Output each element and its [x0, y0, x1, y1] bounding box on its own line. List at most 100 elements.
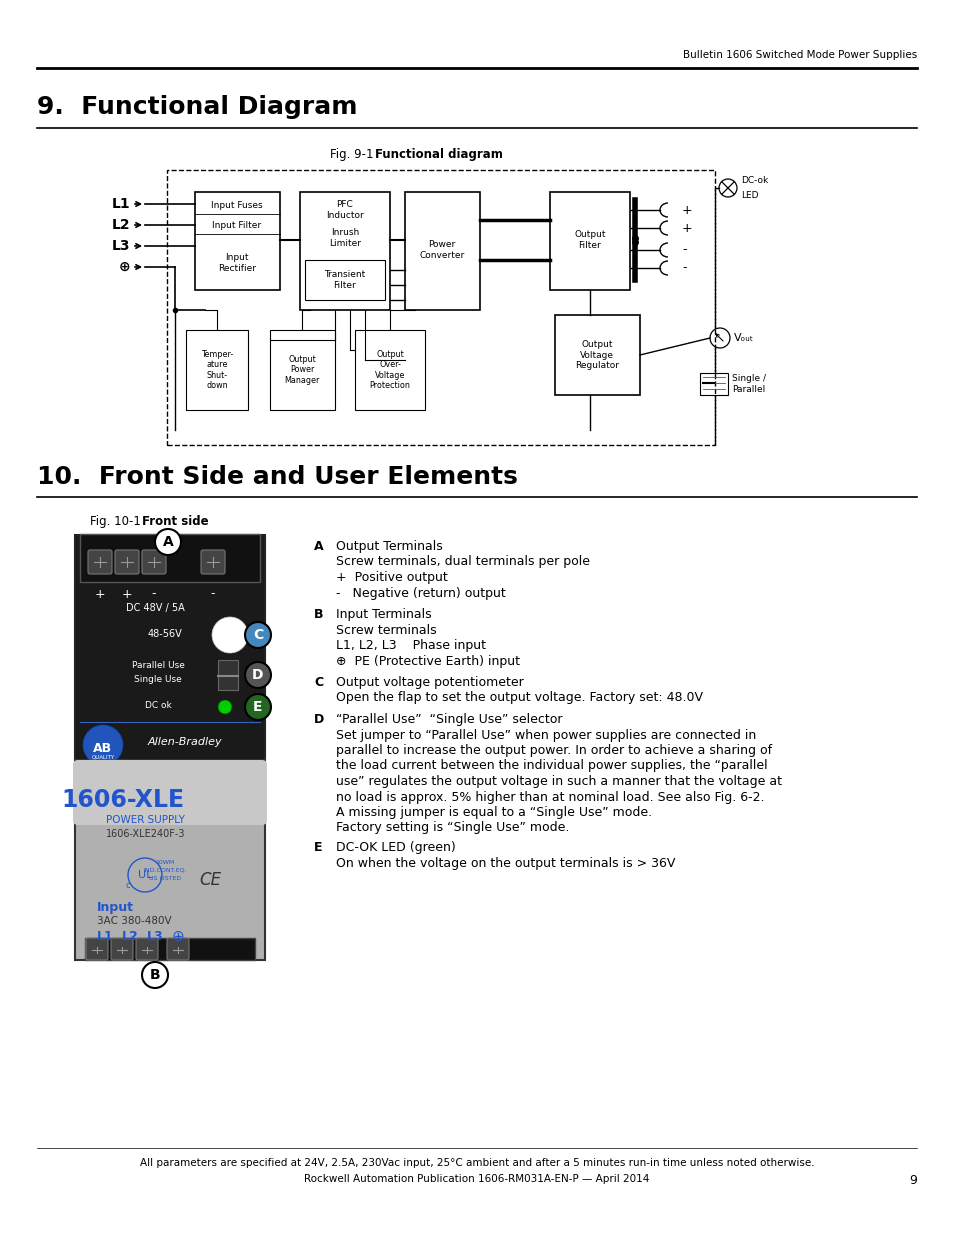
Text: B: B: [150, 968, 160, 982]
Text: parallel to increase the output power. In order to achieve a sharing of: parallel to increase the output power. I…: [335, 743, 771, 757]
Text: 3AC 380-480V: 3AC 380-480V: [97, 916, 172, 926]
Text: L3: L3: [147, 930, 164, 942]
Text: +: +: [94, 588, 105, 600]
Text: 1606-XLE: 1606-XLE: [62, 788, 185, 811]
Text: DC-OK LED (green): DC-OK LED (green): [335, 841, 456, 853]
Text: POWER SUPPLY: POWER SUPPLY: [106, 815, 185, 825]
Text: Fig. 9-1: Fig. 9-1: [330, 148, 380, 161]
Text: -: -: [152, 588, 156, 600]
Text: Single Use: Single Use: [134, 676, 182, 684]
Text: ⊕: ⊕: [118, 261, 130, 274]
Text: Vₒᵤₜ: Vₒᵤₜ: [733, 333, 753, 343]
Text: Parallel Use: Parallel Use: [132, 662, 184, 671]
Bar: [550, 191, 629, 290]
Text: +  Positive output: + Positive output: [335, 571, 447, 584]
Text: DC ok: DC ok: [145, 701, 172, 710]
Text: Screw terminals: Screw terminals: [335, 624, 436, 636]
Text: L1: L1: [112, 198, 130, 211]
Text: Inrush
Limiter: Inrush Limiter: [329, 228, 360, 248]
Text: 10WM: 10WM: [155, 860, 174, 864]
Circle shape: [719, 179, 737, 198]
FancyBboxPatch shape: [111, 939, 132, 960]
Text: Allen-Bradley: Allen-Bradley: [148, 737, 222, 747]
Text: Input Filter: Input Filter: [213, 221, 261, 230]
Text: Input Terminals: Input Terminals: [335, 608, 431, 621]
Text: 1606-XLE240F-3: 1606-XLE240F-3: [106, 829, 185, 839]
Text: A: A: [314, 540, 323, 553]
Text: C: C: [314, 676, 323, 689]
Text: Set jumper to “Parallel Use” when power supplies are connected in: Set jumper to “Parallel Use” when power …: [335, 729, 756, 741]
Bar: [85, 939, 254, 960]
Text: Open the flap to set the output voltage. Factory set: 48.0V: Open the flap to set the output voltage.…: [335, 692, 702, 704]
Text: -: -: [681, 243, 686, 257]
Text: ⊕: ⊕: [172, 929, 184, 944]
Text: 9.  Functional Diagram: 9. Functional Diagram: [37, 95, 357, 119]
Text: Output
Power
Manager: Output Power Manager: [284, 356, 319, 385]
Text: Input: Input: [97, 902, 133, 914]
Text: Rockwell Automation Publication 1606-RM031A-EN-P — April 2014: Rockwell Automation Publication 1606-RM0…: [304, 1174, 649, 1184]
Text: Functional diagram: Functional diagram: [375, 148, 502, 161]
Circle shape: [245, 662, 271, 688]
Text: Front side: Front side: [142, 515, 209, 529]
Bar: [299, 191, 390, 310]
Text: 10.  Front Side and User Elements: 10. Front Side and User Elements: [37, 466, 517, 489]
Bar: [186, 330, 248, 410]
Text: Output Terminals: Output Terminals: [335, 540, 442, 553]
Circle shape: [245, 694, 271, 720]
Text: L3: L3: [112, 240, 130, 253]
Text: the load current between the individual power supplies, the “parallel: the load current between the individual …: [335, 760, 767, 773]
Text: LED: LED: [740, 191, 758, 200]
Circle shape: [245, 622, 271, 648]
Circle shape: [212, 618, 248, 653]
Text: Output voltage potentiometer: Output voltage potentiometer: [335, 676, 523, 689]
Text: Output
Over-
Voltage
Protection: Output Over- Voltage Protection: [369, 350, 410, 390]
Text: 48-56V: 48-56V: [148, 629, 182, 638]
Text: E: E: [314, 841, 322, 853]
FancyBboxPatch shape: [115, 550, 139, 574]
Bar: [75, 535, 265, 760]
Text: +: +: [122, 588, 132, 600]
Text: E: E: [253, 700, 262, 714]
Text: C: C: [253, 629, 263, 642]
Text: Fig. 10-1: Fig. 10-1: [90, 515, 149, 529]
Bar: [555, 315, 639, 395]
Text: D: D: [252, 668, 263, 682]
Text: “Parallel Use”  “Single Use” selector: “Parallel Use” “Single Use” selector: [335, 713, 562, 726]
Text: Power
Converter: Power Converter: [419, 241, 464, 259]
Text: Factory setting is “Single Use” mode.: Factory setting is “Single Use” mode.: [335, 821, 569, 835]
Text: A missing jumper is equal to a “Single Use” mode.: A missing jumper is equal to a “Single U…: [335, 806, 652, 819]
Text: -: -: [681, 262, 686, 274]
Text: Output
Voltage
Regulator: Output Voltage Regulator: [575, 340, 618, 370]
Text: A: A: [162, 535, 173, 550]
Bar: [305, 261, 385, 300]
Text: Output
Filter: Output Filter: [574, 230, 605, 249]
Text: CE: CE: [199, 871, 221, 889]
Circle shape: [709, 329, 729, 348]
Bar: [405, 191, 479, 310]
Text: L2: L2: [112, 219, 130, 232]
Text: IND.CONT.EQ.: IND.CONT.EQ.: [143, 867, 187, 872]
Circle shape: [83, 725, 123, 764]
Text: Input
Rectifier: Input Rectifier: [218, 253, 255, 273]
Circle shape: [154, 529, 181, 555]
Text: US LISTED: US LISTED: [149, 876, 181, 881]
Text: no load is approx. 5% higher than at nominal load. See also Fig. 6-2.: no load is approx. 5% higher than at nom…: [335, 790, 763, 804]
Text: +: +: [681, 204, 692, 216]
Text: UL: UL: [137, 869, 152, 881]
Bar: [194, 191, 280, 290]
Text: Temper-
ature
Shut-
down: Temper- ature Shut- down: [201, 350, 233, 390]
Circle shape: [218, 700, 232, 714]
Text: L2: L2: [122, 930, 138, 942]
Bar: [80, 534, 260, 582]
Bar: [75, 760, 265, 960]
Bar: [355, 330, 424, 410]
Text: L1: L1: [97, 930, 113, 942]
Text: 9: 9: [908, 1174, 916, 1187]
FancyBboxPatch shape: [167, 939, 189, 960]
Bar: [270, 330, 335, 410]
Text: DC 48V / 5A: DC 48V / 5A: [126, 603, 184, 613]
FancyBboxPatch shape: [201, 550, 225, 574]
Text: Single /
Parallel: Single / Parallel: [731, 374, 765, 394]
Text: +: +: [681, 221, 692, 235]
Text: Bulletin 1606 Switched Mode Power Supplies: Bulletin 1606 Switched Mode Power Suppli…: [682, 49, 916, 61]
